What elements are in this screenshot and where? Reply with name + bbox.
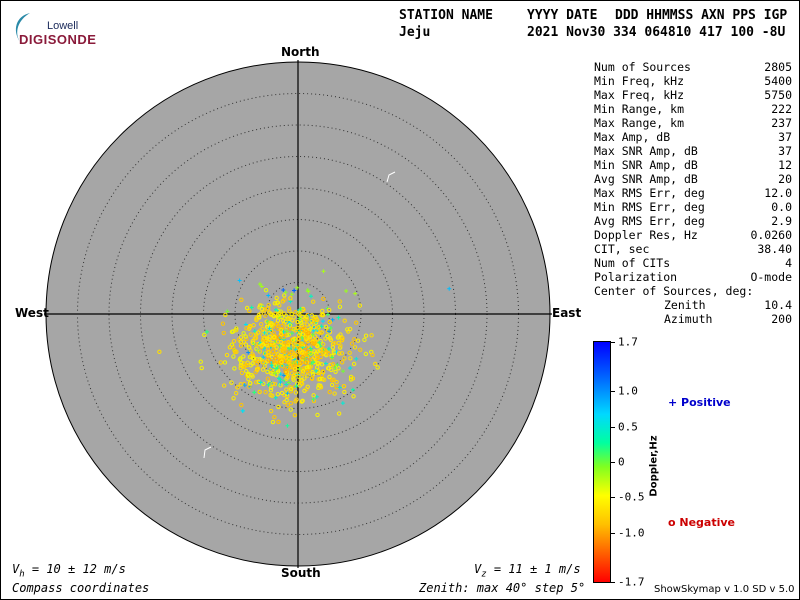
stats-label: Min Range, km (594, 102, 685, 116)
version-info: ShowSkymap v 1.0 SD v 5.0 (654, 584, 795, 595)
header-col-station: STATION NAME (399, 8, 493, 23)
zenith-scale: Zenith: max 40° step 5° (419, 581, 586, 595)
header-col-time: DDD HHMMSS AXN PPS IGP (615, 8, 788, 23)
stats-row: Min RMS Err, deg 0.0 (594, 200, 792, 214)
stats-value: 2.9 (771, 214, 792, 228)
vertical-velocity: Vz = 11 ± 1 m/s (474, 562, 581, 579)
stats-value: 37 (778, 144, 792, 158)
stats-row: Max Range, km 237 (594, 116, 792, 130)
stats-table: Num of Sources 2805 Min Freq, kHz 5400 Max F… (594, 60, 792, 326)
stats-value: 2805 (764, 60, 792, 74)
datetime-values: 2021 Nov30 334 064810 417 100 -8U (527, 25, 786, 40)
legend-positive: + Positive (668, 396, 731, 409)
stats-value: 38.40 (757, 242, 792, 256)
vh-text: Vh = 10 ± 12 m/s (12, 562, 126, 580)
stats-row: Zenith 10.4 (594, 298, 792, 312)
colorbar-tick-mark (610, 497, 615, 499)
stats-value: 0.0 (771, 200, 792, 214)
doppler-colorbar (593, 341, 611, 583)
logo (8, 10, 88, 50)
stats-label: Max RMS Err, deg (594, 186, 705, 200)
coordinate-system: Compass coordinates (12, 581, 150, 595)
stats-label: Azimuth (664, 312, 713, 326)
stats-row: Max Amp, dB 37 (594, 130, 792, 144)
vz-text: Vz = 11 ± 1 m/s (474, 562, 581, 580)
stats-value: 4 (785, 256, 792, 270)
colorbar-tick-label: 1.0 (618, 384, 638, 398)
colorbar-tick-label: -1.0 (618, 526, 645, 540)
stats-label: CIT, sec (594, 242, 650, 256)
stats-row: Max RMS Err, deg 12.0 (594, 186, 792, 200)
stats-label: Min SNR Amp, dB (594, 158, 698, 172)
stats-row: Azimuth 200 (594, 312, 792, 326)
stats-value: 200 (771, 312, 792, 326)
colorbar-tick-mark (610, 532, 615, 534)
stats-label: Min RMS Err, deg (594, 200, 705, 214)
stats-value: 12 (778, 158, 792, 172)
station-name: Jeju (399, 25, 431, 40)
direction-east: East (552, 306, 582, 320)
stats-value: 5750 (764, 88, 792, 102)
colorbar-tick-label: -0.5 (618, 490, 645, 504)
stats-row: Min SNR Amp, dB 12 (594, 158, 792, 172)
colorbar-tick-mark (610, 462, 615, 463)
stats-row: Polarization O-mode (594, 270, 792, 284)
stats-label: Max Amp, dB (594, 130, 671, 144)
colorbar-tick-label: 0 (618, 455, 625, 469)
stats-label: Doppler Res, Hz (594, 228, 698, 242)
stats-label: Center of Sources, deg: (594, 284, 754, 298)
stats-value: O-mode (750, 270, 792, 284)
stats-row: Max Freq, kHz 5750 (594, 88, 792, 102)
stats-value: 222 (771, 102, 792, 116)
colorbar-tick-mark (610, 391, 615, 393)
stats-value: 237 (771, 116, 792, 130)
horizontal-velocity: Vh = 10 ± 12 m/s (12, 562, 126, 579)
stats-value: 0.0260 (750, 228, 792, 242)
vh-subscript: h (19, 569, 25, 580)
stats-value: 12.0 (764, 186, 792, 200)
colorbar-tick-label: -1.7 (618, 575, 645, 589)
stats-label: Zenith (664, 298, 706, 312)
stats-row: Avg RMS Err, deg 2.9 (594, 214, 792, 228)
stats-label: Max SNR Amp, dB (594, 144, 698, 158)
colorbar-tick-mark (610, 582, 615, 583)
stats-row: CIT, sec 38.40 (594, 242, 792, 256)
stats-row: Doppler Res, Hz 0.0260 (594, 228, 792, 242)
colorbar-tick-label: 0.5 (618, 420, 638, 434)
logo-top-text: Lowell (47, 20, 79, 32)
vz-subscript: z (481, 569, 487, 580)
header-col-date: YYYY DATE (527, 8, 598, 23)
stats-value: 5400 (764, 74, 792, 88)
stats-label: Num of CITs (594, 256, 671, 270)
stats-label: Avg RMS Err, deg (594, 214, 705, 228)
stats-row: Num of CITs 4 (594, 256, 792, 270)
legend-negative: o Negative (668, 516, 736, 529)
stats-value: 20 (778, 172, 792, 186)
stats-row: Min Range, km 222 (594, 102, 792, 116)
direction-north: North (281, 45, 320, 59)
direction-south: South (281, 566, 321, 580)
colorbar-tick-label: 1.7 (618, 335, 638, 349)
colorbar-tick-mark (610, 426, 615, 428)
stats-row: Avg SNR Amp, dB 20 (594, 172, 792, 186)
stats-value: 10.4 (764, 298, 792, 312)
colorbar-axis-label: Doppler,Hz (648, 435, 660, 497)
logo-swoosh-icon (15, 13, 30, 42)
stats-row: Center of Sources, deg: (594, 284, 792, 298)
stats-label: Max Range, km (594, 116, 685, 130)
direction-west: West (15, 306, 49, 320)
logo-main-text: DIGISONDE (19, 32, 97, 47)
stats-label: Avg SNR Amp, dB (594, 172, 698, 186)
stats-label: Min Freq, kHz (594, 74, 685, 88)
stats-row: Num of Sources 2805 (594, 60, 792, 74)
colorbar-tick-mark (610, 342, 615, 343)
stats-value: 37 (778, 130, 792, 144)
stats-label: Num of Sources (594, 60, 691, 74)
stats-row: Max SNR Amp, dB 37 (594, 144, 792, 158)
stats-label: Max Freq, kHz (594, 88, 685, 102)
stats-label: Polarization (594, 270, 678, 284)
stats-row: Min Freq, kHz 5400 (594, 74, 792, 88)
